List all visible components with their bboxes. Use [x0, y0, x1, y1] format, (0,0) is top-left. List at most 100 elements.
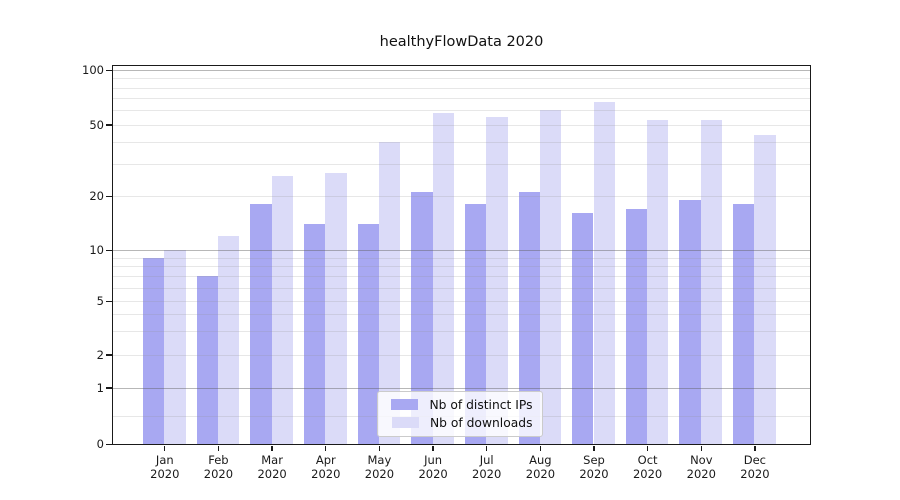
x-tick-year: 2020	[740, 467, 770, 481]
x-axis-tick-mark	[432, 446, 434, 451]
x-axis-tick-mark	[164, 446, 166, 451]
bars-layer	[113, 66, 810, 444]
x-axis-tick-label: Apr 2020	[295, 453, 357, 482]
x-tick-month: Aug	[529, 452, 552, 467]
y-axis-tick-label: 2	[96, 347, 104, 362]
grid-layer	[112, 66, 810, 445]
bar-nb-of-downloads	[271, 175, 293, 444]
grid-line-minor	[112, 301, 810, 302]
y-axis-tick-mark	[106, 443, 112, 446]
x-axis-tick-label: Feb 2020	[187, 453, 249, 482]
y-axis-tick-label: 20	[89, 189, 104, 203]
y-axis-tick-label: 10	[89, 243, 104, 257]
y-axis-tick-mark	[106, 300, 112, 303]
x-axis-tick-mark	[700, 446, 702, 451]
x-tick-year: 2020	[579, 467, 609, 481]
grid-line-minor	[112, 98, 810, 99]
x-axis-tick-mark	[754, 446, 756, 451]
bar-nb-of-distinct-ips	[679, 200, 701, 444]
bar-nb-of-downloads	[754, 134, 776, 444]
y-axis-tick-label: 5	[96, 294, 104, 308]
x-tick-month: Dec	[743, 452, 767, 467]
x-axis-tick-label: Jun 2020	[402, 453, 464, 482]
bar-nb-of-downloads	[486, 117, 508, 444]
x-axis-tick-label: Aug 2020	[509, 453, 571, 482]
x-axis-tick-mark	[593, 446, 595, 451]
legend-entry-distinct-ips: Nb of distinct IPs	[385, 398, 533, 412]
grid-line-minor	[112, 78, 810, 80]
bar-nb-of-distinct-ips	[250, 204, 272, 444]
y-axis-tick-mark	[106, 195, 112, 198]
x-tick-year: 2020	[311, 467, 341, 481]
grid-line-minor	[112, 141, 810, 143]
grid-line-minor	[112, 110, 810, 112]
bar-nb-of-distinct-ips	[572, 213, 594, 444]
x-tick-year: 2020	[472, 467, 502, 481]
y-axis-tick-label: 100	[82, 63, 104, 77]
grid-line-minor	[112, 266, 810, 268]
x-axis-tick-label: Dec 2020	[724, 453, 786, 482]
x-axis-tick-mark	[325, 446, 327, 451]
x-axis-tick-label: May 2020	[348, 453, 410, 482]
bar-nb-of-distinct-ips	[733, 204, 755, 444]
bar-nb-of-downloads	[378, 141, 401, 444]
y-axis-tick-mark	[106, 249, 112, 252]
x-axis-tick-mark	[486, 446, 488, 451]
bar-nb-of-downloads	[647, 119, 669, 444]
x-tick-year: 2020	[257, 467, 287, 481]
plot-area: Nb of distinct IPs Nb of downloads	[111, 64, 811, 445]
x-tick-year: 2020	[203, 467, 234, 481]
grid-line-minor	[112, 314, 810, 315]
x-tick-month: Mar	[261, 452, 283, 467]
x-tick-month: Jun	[424, 452, 443, 467]
x-tick-year: 2020	[686, 467, 716, 481]
x-tick-month: Feb	[208, 452, 229, 467]
grid-line-minor	[112, 87, 810, 89]
grid-line-minor	[112, 276, 810, 278]
y-axis-tick-label: 0	[96, 437, 104, 451]
grid-line-minor	[112, 330, 810, 332]
x-axis-tick-mark	[271, 446, 273, 451]
legend-entry-downloads: Nb of downloads	[385, 416, 533, 430]
y-axis-tick-mark	[106, 69, 112, 72]
bar-nb-of-distinct-ips	[303, 223, 326, 444]
chart-title: healthyFlowData 2020	[379, 34, 544, 50]
grid-line-major	[112, 387, 810, 389]
y-axis-tick-label: 50	[89, 117, 104, 132]
bar-nb-of-downloads	[325, 172, 347, 444]
grid-line-minor	[112, 287, 810, 289]
x-tick-month: Apr	[315, 452, 336, 467]
grid-line-minor	[112, 124, 810, 126]
bar-nb-of-distinct-ips	[411, 192, 433, 444]
y-axis-tick-mark	[106, 387, 112, 389]
x-axis-tick-mark	[217, 446, 220, 451]
x-tick-month: May	[367, 452, 392, 467]
x-tick-year: 2020	[632, 467, 663, 481]
x-tick-year: 2020	[525, 467, 556, 481]
legend: Nb of distinct IPs Nb of downloads	[376, 390, 543, 437]
x-axis-tick-label: Jul 2020	[456, 453, 518, 482]
grid-line-minor	[112, 164, 810, 166]
bar-nb-of-distinct-ips	[625, 208, 648, 444]
bar-nb-of-downloads	[593, 101, 615, 444]
bar-nb-of-distinct-ips	[464, 204, 487, 444]
x-tick-month: Oct	[637, 452, 658, 467]
x-tick-month: Jan	[155, 452, 174, 467]
y-axis-tick-mark	[106, 124, 112, 126]
y-axis-tick-mark	[106, 354, 112, 356]
grid-line-major	[112, 70, 810, 71]
x-axis-tick-mark	[378, 446, 381, 451]
legend-swatch-distinct-ips	[391, 399, 419, 410]
x-tick-year: 2020	[150, 467, 180, 481]
bar-nb-of-downloads	[164, 250, 186, 444]
bar-nb-of-downloads	[700, 119, 723, 444]
x-axis-tick-mark	[539, 446, 541, 451]
x-tick-year: 2020	[418, 467, 448, 481]
grid-line-minor	[112, 354, 810, 356]
x-tick-month: Jul	[479, 452, 494, 467]
x-tick-month: Sep	[583, 452, 605, 467]
x-tick-year: 2020	[364, 467, 395, 481]
legend-label-distinct-ips: Nb of distinct IPs	[429, 397, 533, 412]
legend-swatch-downloads	[391, 417, 419, 428]
x-axis-tick-label: Oct 2020	[617, 453, 679, 482]
